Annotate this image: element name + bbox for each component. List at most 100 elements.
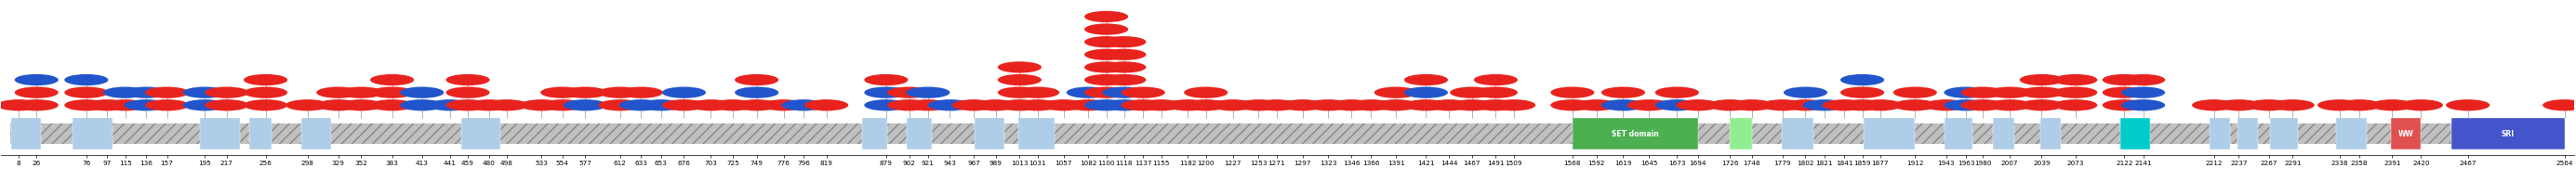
Bar	[10, 124, 2566, 144]
Ellipse shape	[598, 99, 641, 111]
Ellipse shape	[371, 87, 415, 98]
Ellipse shape	[541, 87, 585, 98]
Ellipse shape	[2053, 74, 2097, 86]
Ellipse shape	[762, 99, 806, 111]
Ellipse shape	[428, 99, 471, 111]
Ellipse shape	[1839, 99, 1883, 111]
Ellipse shape	[183, 87, 227, 98]
Ellipse shape	[1759, 99, 1806, 111]
Ellipse shape	[1404, 99, 1448, 111]
Ellipse shape	[1084, 99, 1128, 111]
Ellipse shape	[183, 99, 227, 111]
Ellipse shape	[1255, 99, 1298, 111]
Ellipse shape	[64, 87, 108, 98]
Ellipse shape	[206, 99, 250, 111]
Ellipse shape	[1473, 99, 1517, 111]
Ellipse shape	[1185, 87, 1229, 98]
Ellipse shape	[15, 74, 59, 86]
Ellipse shape	[1404, 87, 1448, 98]
Ellipse shape	[1989, 99, 2032, 111]
Ellipse shape	[245, 74, 289, 86]
Ellipse shape	[734, 74, 778, 86]
Ellipse shape	[1450, 99, 1494, 111]
Ellipse shape	[1015, 99, 1059, 111]
Ellipse shape	[1066, 87, 1110, 98]
Ellipse shape	[863, 74, 909, 86]
Ellipse shape	[639, 99, 683, 111]
Ellipse shape	[1473, 74, 1517, 86]
Ellipse shape	[1015, 87, 1059, 98]
Ellipse shape	[2020, 74, 2063, 86]
Ellipse shape	[446, 74, 489, 86]
Ellipse shape	[2543, 99, 2576, 111]
Ellipse shape	[1066, 99, 1110, 111]
Bar	[863, 118, 886, 150]
Bar	[301, 118, 332, 150]
Ellipse shape	[1084, 62, 1128, 73]
Bar	[461, 118, 500, 150]
Ellipse shape	[1084, 36, 1128, 48]
Ellipse shape	[1473, 87, 1517, 98]
Ellipse shape	[1121, 87, 1164, 98]
Ellipse shape	[974, 99, 1018, 111]
Ellipse shape	[863, 99, 909, 111]
Ellipse shape	[1329, 99, 1373, 111]
Ellipse shape	[863, 87, 909, 98]
Bar	[1945, 118, 1973, 150]
Ellipse shape	[103, 87, 147, 98]
Bar	[974, 118, 1005, 150]
Ellipse shape	[1656, 87, 1700, 98]
Ellipse shape	[317, 99, 361, 111]
Ellipse shape	[1731, 99, 1775, 111]
Ellipse shape	[144, 99, 188, 111]
Ellipse shape	[317, 87, 361, 98]
Bar	[1994, 118, 2014, 150]
Ellipse shape	[2269, 99, 2313, 111]
Ellipse shape	[1121, 99, 1164, 111]
Bar	[1571, 118, 1698, 150]
Ellipse shape	[886, 99, 930, 111]
Ellipse shape	[1945, 87, 1989, 98]
Ellipse shape	[1783, 87, 1826, 98]
Ellipse shape	[1350, 99, 1394, 111]
Ellipse shape	[734, 87, 778, 98]
Ellipse shape	[886, 87, 930, 98]
Ellipse shape	[446, 87, 489, 98]
Ellipse shape	[0, 99, 41, 111]
Ellipse shape	[1960, 87, 2004, 98]
Ellipse shape	[484, 99, 528, 111]
Ellipse shape	[1551, 99, 1595, 111]
Ellipse shape	[1839, 87, 1883, 98]
Ellipse shape	[2398, 99, 2442, 111]
Ellipse shape	[1373, 99, 1417, 111]
Bar	[2239, 118, 2257, 150]
Bar	[2450, 118, 2566, 150]
Ellipse shape	[286, 99, 330, 111]
Ellipse shape	[662, 99, 706, 111]
Bar	[1018, 118, 1054, 150]
Ellipse shape	[1084, 74, 1128, 86]
Ellipse shape	[804, 99, 848, 111]
Ellipse shape	[1803, 99, 1847, 111]
Text: WW: WW	[2398, 130, 2414, 138]
Ellipse shape	[245, 87, 289, 98]
Ellipse shape	[564, 99, 608, 111]
Bar	[72, 118, 113, 150]
Ellipse shape	[1103, 99, 1146, 111]
Ellipse shape	[399, 99, 443, 111]
Ellipse shape	[2218, 99, 2262, 111]
Ellipse shape	[2102, 99, 2146, 111]
Ellipse shape	[907, 87, 951, 98]
Ellipse shape	[371, 99, 415, 111]
Ellipse shape	[2020, 99, 2063, 111]
Ellipse shape	[1783, 99, 1826, 111]
Ellipse shape	[1139, 99, 1182, 111]
Text: SET domain: SET domain	[1613, 130, 1659, 138]
Ellipse shape	[1103, 36, 1146, 48]
Ellipse shape	[1185, 99, 1229, 111]
Bar	[2336, 118, 2367, 150]
Ellipse shape	[1492, 99, 1535, 111]
Ellipse shape	[124, 87, 167, 98]
Ellipse shape	[340, 99, 384, 111]
Ellipse shape	[446, 99, 489, 111]
